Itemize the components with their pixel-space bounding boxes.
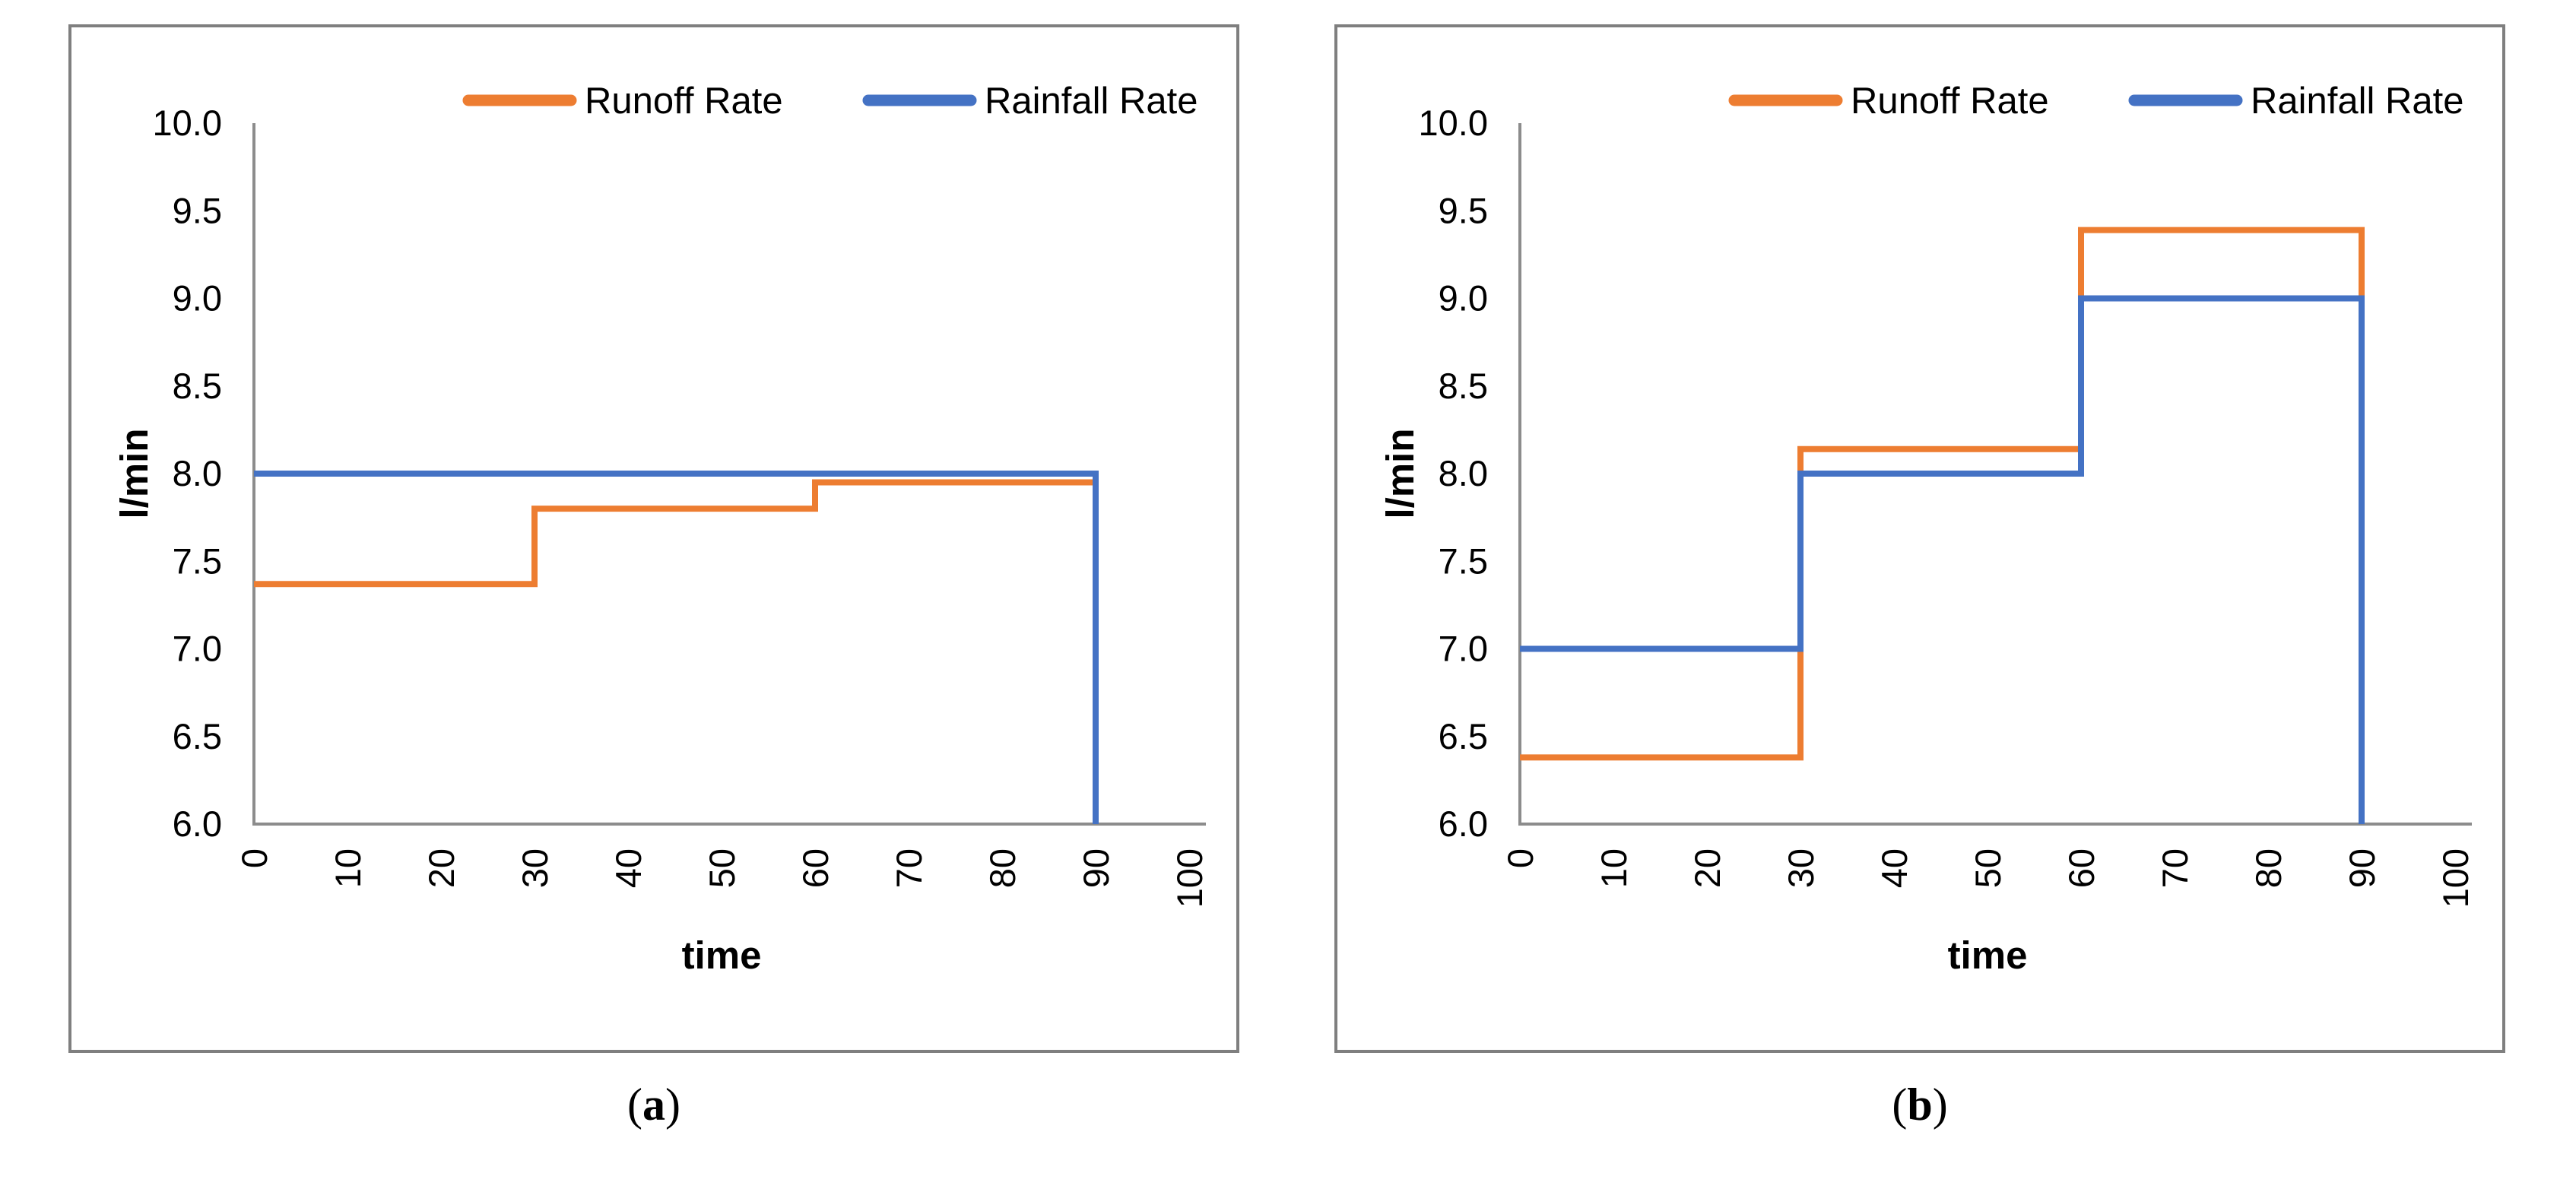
y-tick-label: 10.0	[1419, 103, 1488, 143]
x-tick-label: 10	[1594, 848, 1634, 888]
y-tick-label: 8.5	[173, 366, 222, 406]
y-tick-label: 8.0	[1439, 453, 1488, 493]
caption-b-letter: b	[1907, 1079, 1933, 1130]
caption-b-open: (	[1892, 1079, 1908, 1130]
legend-label-rainfall-rate: Rainfall Rate	[985, 81, 1198, 122]
chart-canvas-b: Runoff Rate Rainfall Rate 10.0 9.5 9.0 8.5 8.0…	[1378, 81, 2476, 977]
figure-column-a: Runoff Rate Rainfall Rate 10.0 9.5 9.0 8.5 8.0…	[68, 24, 1239, 1127]
y-tick-label: 8.0	[173, 453, 222, 493]
figure-column-b: Runoff Rate Rainfall Rate 10.0 9.5 9.0 8.5 8.0…	[1334, 24, 2505, 1127]
x-tick-label: 80	[2248, 848, 2289, 888]
series-runoff-rate	[1520, 227, 2365, 824]
legend: Runoff Rate Rainfall Rate	[462, 81, 1198, 122]
y-tick-label: 9.5	[173, 190, 222, 230]
caption-a: (a)	[627, 1082, 680, 1127]
y-axis-title: l/min	[113, 428, 156, 518]
y-axis-title: l/min	[1378, 428, 1422, 518]
x-axis-title: time	[1948, 934, 2028, 977]
y-tick-label: 7.5	[1439, 541, 1488, 581]
x-tick-label: 100	[1169, 848, 1210, 908]
x-tick-label: 50	[702, 848, 742, 888]
series-rainfall-rate	[1520, 295, 2365, 824]
x-tick-label: 100	[2435, 848, 2476, 908]
caption-a-close: )	[665, 1079, 680, 1130]
y-tick-label: 9.5	[1439, 190, 1488, 230]
y-tick-label: 9.0	[173, 278, 222, 319]
caption-b-close: )	[1932, 1079, 1948, 1130]
caption-a-letter: a	[642, 1079, 665, 1130]
legend-label-rainfall-rate: Rainfall Rate	[2251, 81, 2464, 122]
y-tick-label: 7.0	[173, 629, 222, 669]
y-tick-label: 7.5	[173, 541, 222, 581]
caption-b: (b)	[1892, 1082, 1947, 1127]
x-tick-label: 80	[982, 848, 1023, 888]
x-tick-label: 60	[795, 848, 836, 888]
y-tick-label: 6.5	[173, 716, 222, 756]
series-runoff-rate	[254, 479, 1099, 824]
y-tick-label: 6.5	[1439, 716, 1488, 756]
x-tick-label: 0	[1500, 848, 1540, 868]
x-tick-label: 20	[1687, 848, 1727, 888]
chart-panel-a: Runoff Rate Rainfall Rate 10.0 9.5 9.0 8.5 8.0…	[68, 24, 1239, 1053]
x-tick-label: 50	[1968, 848, 2008, 888]
series-rainfall-rate	[254, 471, 1099, 824]
legend-label-runoff-rate: Runoff Rate	[1851, 81, 2049, 122]
x-tick-label: 20	[421, 848, 462, 888]
x-axis-title: time	[682, 934, 762, 977]
y-tick-label: 6.0	[1439, 804, 1488, 844]
y-tick-label: 10.0	[153, 103, 222, 143]
x-tick-label: 90	[2342, 848, 2382, 888]
x-tick-label: 0	[234, 848, 274, 868]
y-tick-label: 9.0	[1439, 278, 1488, 319]
x-tick-label: 10	[328, 848, 368, 888]
x-tick-label: 60	[2061, 848, 2102, 888]
x-tick-label: 40	[1874, 848, 1915, 888]
chart-panel-b: Runoff Rate Rainfall Rate 10.0 9.5 9.0 8.5 8.0…	[1334, 24, 2505, 1053]
y-tick-label: 7.0	[1439, 629, 1488, 669]
x-tick-label: 70	[2155, 848, 2195, 888]
caption-a-open: (	[627, 1079, 642, 1130]
x-tick-label: 30	[1781, 848, 1821, 888]
legend: Runoff Rate Rainfall Rate	[1728, 81, 2464, 122]
x-tick-label: 40	[608, 848, 649, 888]
legend-label-runoff-rate: Runoff Rate	[585, 81, 783, 122]
figure-row: Runoff Rate Rainfall Rate 10.0 9.5 9.0 8.5 8.0…	[68, 24, 2505, 1127]
x-tick-label: 30	[515, 848, 555, 888]
y-tick-label: 6.0	[173, 804, 222, 844]
chart-canvas-a: Runoff Rate Rainfall Rate 10.0 9.5 9.0 8.5 8.0…	[113, 81, 1210, 977]
x-tick-label: 70	[889, 848, 929, 888]
y-tick-label: 8.5	[1439, 366, 1488, 406]
x-tick-label: 90	[1076, 848, 1116, 888]
